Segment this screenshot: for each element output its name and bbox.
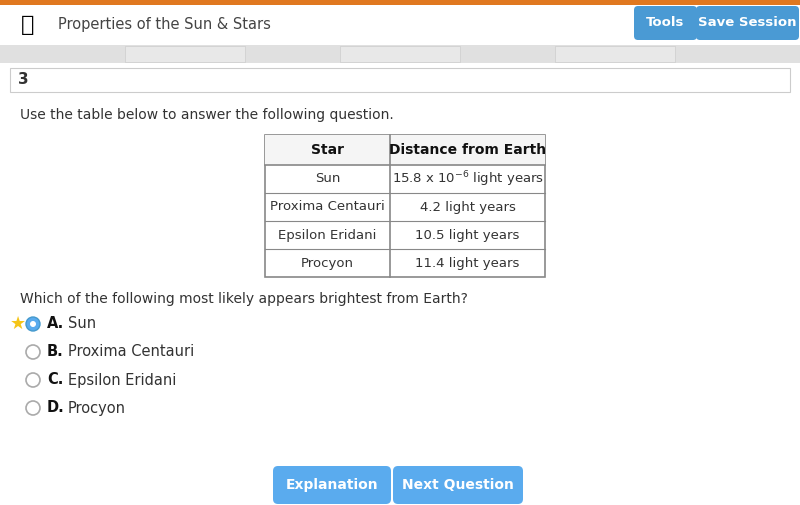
Text: 11.4 light years: 11.4 light years — [415, 257, 520, 270]
FancyBboxPatch shape — [265, 135, 545, 165]
Text: Tools: Tools — [646, 17, 685, 29]
Text: 4.2 light years: 4.2 light years — [419, 200, 515, 214]
FancyBboxPatch shape — [265, 135, 545, 277]
Text: Explanation: Explanation — [286, 478, 378, 492]
FancyBboxPatch shape — [0, 0, 800, 5]
Text: Which of the following most likely appears brightest from Earth?: Which of the following most likely appea… — [20, 292, 468, 306]
Text: C.: C. — [47, 373, 63, 387]
Text: Procyon: Procyon — [68, 400, 126, 416]
Text: Next Question: Next Question — [402, 478, 514, 492]
Text: D.: D. — [47, 400, 65, 416]
Text: ★: ★ — [10, 315, 26, 333]
FancyBboxPatch shape — [273, 466, 391, 504]
Text: Epsilon Eridani: Epsilon Eridani — [278, 228, 377, 241]
FancyBboxPatch shape — [696, 6, 799, 40]
Text: B.: B. — [47, 344, 64, 360]
FancyBboxPatch shape — [555, 46, 675, 62]
Text: 3: 3 — [18, 73, 29, 87]
Text: Procyon: Procyon — [301, 257, 354, 270]
Circle shape — [26, 317, 40, 331]
Text: 10.5 light years: 10.5 light years — [415, 228, 520, 241]
Circle shape — [26, 401, 40, 415]
FancyBboxPatch shape — [125, 46, 245, 62]
FancyBboxPatch shape — [340, 46, 460, 62]
Text: Proxima Centauri: Proxima Centauri — [68, 344, 194, 360]
Text: Sun: Sun — [68, 317, 96, 331]
Text: Use the table below to answer the following question.: Use the table below to answer the follow… — [20, 108, 394, 122]
Circle shape — [26, 345, 40, 359]
Text: 15.8 x 10$^{-6}$ light years: 15.8 x 10$^{-6}$ light years — [391, 169, 543, 189]
Text: A.: A. — [47, 317, 64, 331]
Circle shape — [30, 321, 36, 327]
FancyBboxPatch shape — [634, 6, 697, 40]
Text: 🌴: 🌴 — [22, 15, 34, 35]
FancyBboxPatch shape — [0, 45, 800, 63]
FancyBboxPatch shape — [393, 466, 523, 504]
Circle shape — [26, 373, 40, 387]
FancyBboxPatch shape — [0, 63, 800, 505]
Text: Sun: Sun — [315, 173, 340, 185]
Text: Epsilon Eridani: Epsilon Eridani — [68, 373, 176, 387]
Text: Distance from Earth: Distance from Earth — [389, 143, 546, 157]
FancyBboxPatch shape — [10, 68, 790, 92]
FancyBboxPatch shape — [0, 5, 800, 45]
Text: Save Session: Save Session — [698, 17, 797, 29]
Text: Star: Star — [311, 143, 344, 157]
Text: Proxima Centauri: Proxima Centauri — [270, 200, 385, 214]
Text: Properties of the Sun & Stars: Properties of the Sun & Stars — [58, 18, 271, 32]
